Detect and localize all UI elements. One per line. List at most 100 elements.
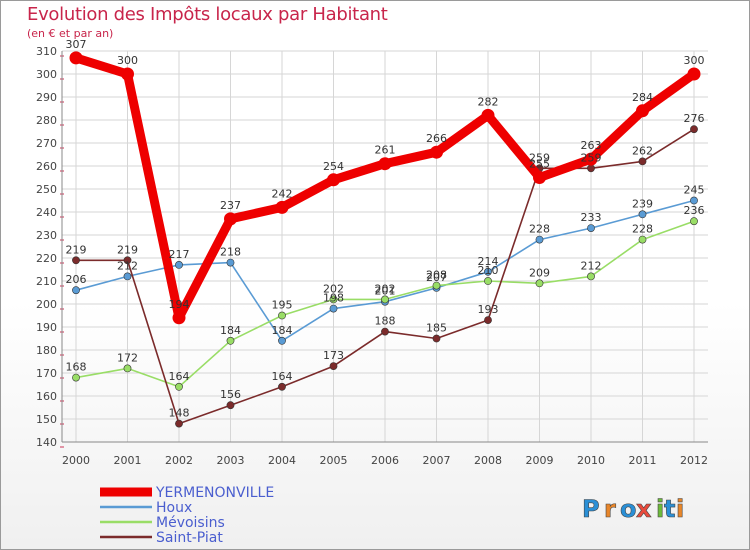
data-label-mevoisins: 209 (529, 266, 550, 279)
y-tick-label: 250 (36, 183, 57, 196)
data-point-yermenonville (584, 152, 598, 166)
y-tick-label: 150 (36, 413, 57, 426)
data-label-yermenonville: 242 (272, 187, 293, 200)
data-label-houx: 228 (529, 223, 550, 236)
data-point-saint-piat (226, 401, 235, 410)
x-tick-label: 2012 (680, 454, 708, 467)
data-label-yermenonville: 261 (375, 144, 396, 157)
data-point-yermenonville (69, 51, 83, 65)
data-label-saint-piat: 259 (581, 151, 602, 164)
data-label-saint-piat: 188 (375, 315, 396, 328)
data-label-houx: 218 (220, 246, 241, 259)
legend-label-yermenonville: YERMENONVILLE (155, 485, 274, 501)
x-tick-label: 2004 (268, 454, 296, 467)
data-point-yermenonville (533, 171, 546, 184)
data-label-saint-piat: 156 (220, 388, 241, 401)
data-point-saint-piat (278, 382, 286, 391)
data-point-mevoisins (432, 281, 441, 290)
data-label-houx: 239 (632, 197, 653, 210)
data-label-mevoisins: 184 (220, 324, 241, 337)
data-point-mevoisins (72, 373, 80, 382)
data-label-saint-piat: 193 (478, 303, 499, 316)
data-label-saint-piat: 259 (529, 151, 550, 164)
x-tick-label: 2010 (577, 454, 605, 467)
data-point-houx (175, 260, 183, 269)
legend-label-houx: Houx (156, 500, 192, 516)
data-point-mevoisins (587, 272, 595, 281)
data-point-mevoisins (690, 217, 698, 226)
data-label-yermenonville: 255 (529, 158, 550, 171)
data-point-houx (638, 210, 647, 219)
data-label-mevoisins: 202 (375, 282, 396, 295)
data-label-saint-piat: 173 (323, 349, 344, 362)
data-label-yermenonville: 237 (220, 199, 241, 212)
data-point-saint-piat (175, 419, 183, 428)
y-tick-label: 200 (36, 298, 57, 311)
y-tick-label: 300 (36, 68, 57, 81)
data-label-mevoisins: 208 (426, 269, 447, 282)
data-point-yermenonville (327, 173, 340, 187)
y-tick-label: 140 (36, 436, 57, 449)
y-tick-label: 170 (36, 367, 57, 380)
x-tick-label: 2006 (371, 454, 399, 467)
data-label-yermenonville: 194 (169, 298, 190, 311)
data-label-yermenonville: 300 (684, 54, 705, 67)
y-tick-label: 190 (36, 321, 57, 334)
data-point-houx (587, 224, 595, 232)
data-label-yermenonville: 263 (581, 139, 602, 152)
data-label-yermenonville: 266 (426, 132, 447, 145)
data-point-houx (226, 258, 235, 267)
data-point-yermenonville (275, 200, 289, 214)
data-point-mevoisins (278, 311, 286, 320)
data-point-saint-piat (432, 334, 441, 343)
chart-subtitle: (en € et par an) (27, 27, 114, 40)
logo-letter: i (676, 495, 684, 523)
data-label-saint-piat: 164 (272, 370, 293, 383)
logo-letter: i (656, 495, 664, 523)
axes: 140 150 160 170 180 190 200 210 220 230 240 250 260 2… (36, 45, 708, 467)
data-point-houx (484, 267, 492, 276)
data-point-mevoisins (226, 336, 235, 345)
data-point-saint-piat (329, 362, 338, 370)
data-label-yermenonville: 307 (66, 38, 87, 51)
x-tick-label: 2011 (629, 454, 657, 467)
data-point-saint-piat (484, 316, 492, 324)
data-point-mevoisins (329, 295, 338, 304)
x-tick-label: 2005 (320, 454, 348, 467)
data-point-mevoisins (638, 235, 647, 244)
x-tick-label: 2000 (62, 454, 90, 467)
data-label-houx: 201 (375, 285, 396, 298)
data-point-saint-piat (123, 256, 132, 265)
data-label-houx: 233 (581, 211, 602, 224)
chart-title: Evolution des Impôts locaux par Habitant (27, 4, 388, 25)
data-label-houx: 214 (478, 255, 499, 268)
logo-letter: P (582, 495, 600, 523)
x-tick-label: 2003 (217, 454, 245, 467)
data-point-yermenonville (636, 104, 649, 118)
data-label-mevoisins: 168 (66, 361, 87, 374)
x-tick-label: 2009 (526, 454, 554, 467)
data-label-mevoisins: 164 (169, 370, 190, 383)
data-label-mevoisins: 210 (478, 264, 499, 277)
series-lines (69, 51, 701, 428)
y-tick-label: 290 (36, 91, 57, 104)
y-tick-label: 260 (36, 160, 57, 173)
logo-letter: r (604, 495, 616, 523)
data-point-houx (278, 336, 286, 345)
data-point-yermenonville (481, 108, 495, 122)
data-label-yermenonville: 284 (632, 91, 653, 104)
legend-label-saint-piat: Saint-Piat (156, 530, 223, 546)
data-point-houx (690, 196, 698, 205)
data-label-houx: 245 (684, 184, 705, 197)
data-point-saint-piat (587, 164, 595, 173)
data-point-saint-piat (72, 256, 80, 265)
data-label-houx: 212 (117, 259, 138, 272)
y-tick-label: 160 (36, 390, 57, 403)
x-tick-label: 2007 (423, 454, 451, 467)
data-point-houx (329, 304, 338, 313)
data-point-yermenonville (121, 67, 134, 81)
y-tick-label: 270 (36, 137, 57, 150)
